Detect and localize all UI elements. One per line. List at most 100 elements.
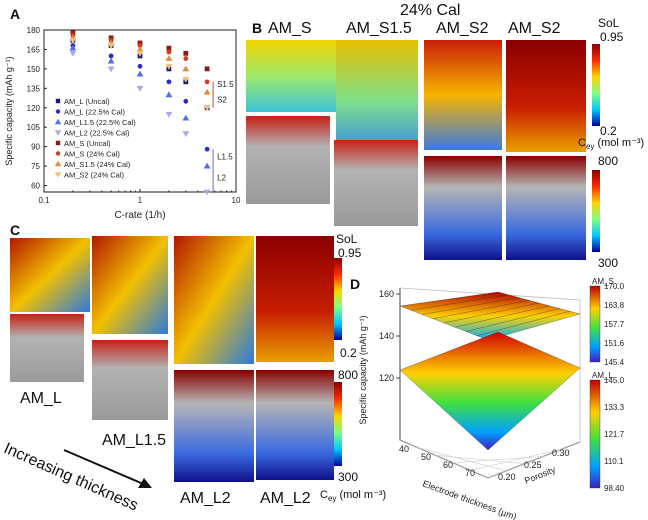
- chart-a-point: [55, 151, 61, 156]
- cube-am-l2-cey: [174, 370, 254, 482]
- chart-a-point: [165, 91, 173, 98]
- panel-c-cey-cbar-title: Cey (mol m⁻³): [320, 489, 387, 504]
- chart-d-xlabel: Electrode thickness (µm): [421, 478, 518, 520]
- cube-am-l1-5-sol: [92, 236, 168, 334]
- chart-d-cbar-am-s-tick: 170.0: [604, 282, 625, 291]
- chart-a-legend-entry: AM_L2 (22.5% Cal): [64, 129, 130, 138]
- cube-am-l2-sol: [174, 236, 254, 364]
- chart-a-legend-entry: AM_L (Uncal): [64, 97, 110, 106]
- chart-a-point: [166, 79, 172, 85]
- chart-d-contour-am-s: [454, 305, 550, 328]
- chart-d-cbar-am-s-tick: 163.8: [604, 301, 625, 310]
- chart-d-xtick-label: 40: [399, 444, 409, 454]
- chart-d-floor-grid: [452, 456, 544, 464]
- chart-d-floor-grid: [487, 441, 581, 479]
- chart-a-ytick-label: 165: [27, 45, 41, 54]
- chart-d-surface-am-l: [399, 331, 581, 451]
- chart-a-point: [183, 98, 189, 104]
- chart-a-point: [70, 30, 76, 35]
- chart-a-point: [137, 43, 143, 48]
- panel-c-cey-cbar-bottom: 300: [338, 470, 359, 484]
- panel-c-label-am-l: AM_L: [20, 390, 62, 407]
- cube-am-s2-cey-2: [506, 156, 586, 260]
- chart-d-floor-grid: [470, 448, 562, 471]
- chart-d-surface-am-s: [399, 291, 581, 341]
- chart-a-legend-entry: AM_S2 (24% Cal): [64, 171, 125, 180]
- chart-a-point: [203, 105, 211, 112]
- chart-a-point: [54, 160, 62, 167]
- chart-a-ytick-label: 60: [31, 182, 40, 191]
- chart-d-ztick-label: 160: [379, 289, 394, 299]
- chart-a-point: [136, 46, 144, 52]
- chart-a-point: [204, 79, 210, 85]
- panel-b-sol-colorbar: [592, 44, 600, 126]
- chart-a-point: [107, 57, 115, 64]
- chart-a-legend-entry: AM_L (22.5% Cal): [64, 108, 125, 117]
- chart-d-cbar-am-s: [589, 285, 601, 363]
- panel-d-letter: D: [350, 276, 361, 292]
- panel-c-cey-cbar-top: 800: [338, 368, 359, 382]
- panel-b-cey-cbar-title: Cey (mol m⁻³): [578, 137, 645, 152]
- panel-c-label-am-l1-5: AM_L1.5: [102, 432, 167, 449]
- panel-b-label-am-s2-a: AM_S2: [436, 20, 489, 37]
- chart-d-cbar-am-l-tick: 110.1: [604, 457, 624, 466]
- panel-b-cey-colorbar: [592, 170, 600, 252]
- chart-a-xtick-label: 0.1: [38, 196, 50, 205]
- panel-b-cey-cbar-bottom: 300: [598, 256, 619, 270]
- cube-am-s2-sol-2: [506, 40, 586, 152]
- cube-am-s2-sol: [424, 40, 502, 150]
- panel-b-sol-cbar-title: SoL: [598, 16, 620, 30]
- chart-a-ytick-label: 150: [27, 65, 41, 74]
- chart-a-point: [203, 162, 211, 169]
- chart-d-contour-am-s: [476, 311, 570, 336]
- panel-c-cey-colorbar: [334, 382, 342, 466]
- chart-d-contour-am-s: [421, 297, 519, 315]
- chart-d-cbar-am-l-tick: 145.0: [604, 376, 625, 385]
- cube-am-l-cey: [10, 314, 84, 382]
- chart-a-point: [183, 50, 189, 56]
- chart-a-point: [54, 172, 62, 178]
- chart-d-cbar-am-s-tick: 151.6: [604, 339, 625, 348]
- chart-a-legend-entry: AM_L1.5 (22.5% Cal): [64, 118, 136, 127]
- cube-am-l1-5-cey: [92, 340, 168, 420]
- chart-a-ytick-label: 75: [31, 162, 40, 171]
- chart-d-ztick-label: 140: [379, 331, 394, 341]
- chart-a-point: [182, 76, 190, 83]
- chart-a-annotation-label: L1.5: [217, 153, 233, 162]
- chart-a-point: [182, 131, 190, 138]
- chart-d-contour-am-s: [410, 294, 509, 311]
- chart-a-xlabel: C-rate (1/h): [114, 210, 165, 221]
- chart-a-point: [203, 189, 211, 196]
- chart-a-legend-entry: AM_S (24% Cal): [64, 150, 120, 159]
- chart-a-ytick-label: 135: [27, 84, 41, 93]
- chart-d-cbar-am-l-tick: 133.3: [604, 403, 625, 412]
- chart-d-zlabel: Specific capacity (mAh g⁻¹): [358, 315, 368, 424]
- chart-d-back-frame: [399, 287, 581, 442]
- chart-a-point: [69, 44, 77, 51]
- chart-a-point: [54, 130, 62, 136]
- panel-a-letter: A: [10, 6, 21, 22]
- chart-d-cbar-am-l-title: AM_L: [592, 371, 613, 380]
- chart-a-ytick-label: 180: [27, 26, 41, 35]
- cube-am-l-sol: [10, 238, 90, 312]
- chart-a-point: [165, 55, 173, 61]
- cube-am-s-cey: [246, 116, 330, 204]
- chart-a-point: [136, 50, 144, 57]
- chart-d-cbar-am-l-tick: 121.7: [604, 430, 625, 439]
- chart-a-point: [182, 65, 190, 72]
- chart-a-point: [108, 53, 114, 59]
- chart-d-xtick-label: 60: [443, 460, 453, 470]
- chart-d-xtick-label: 50: [421, 452, 431, 462]
- cube-am-l2-sol-2: [256, 236, 334, 362]
- panel-b-label-am-s: AM_S: [268, 20, 312, 37]
- chart-d-ytick-label: 0.20: [498, 472, 516, 482]
- cube-am-s1-5-cey: [334, 140, 418, 226]
- chart-a-annotation-label: S2: [217, 96, 227, 105]
- chart-a-point: [166, 49, 172, 55]
- chart-a-point: [165, 63, 173, 70]
- chart-a-point: [166, 45, 172, 51]
- panel-c-letter: C: [10, 222, 21, 238]
- chart-a-xtick-label: 1: [138, 196, 143, 205]
- chart-d-contour-am-s: [443, 302, 540, 324]
- chart-d-floor-grid: [435, 454, 525, 464]
